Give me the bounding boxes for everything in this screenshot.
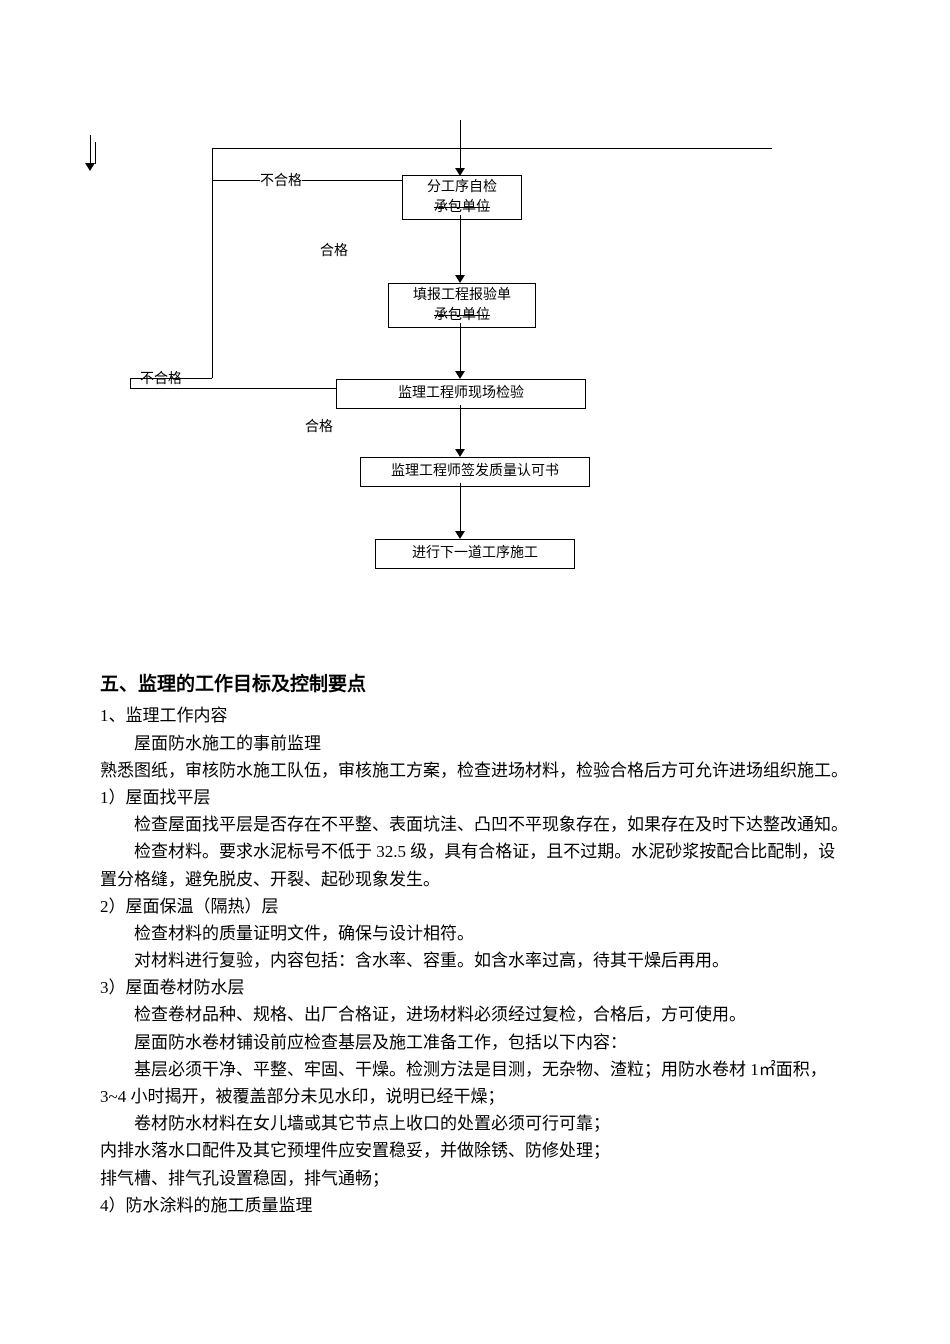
flow-box-report: 填报工程报验单 承包单位 bbox=[388, 283, 536, 328]
flow-box-text: 监理工程师签发质量认可书 bbox=[391, 464, 559, 479]
paragraph: 3）屋面卷材防水层 bbox=[100, 974, 850, 1001]
paragraph: 2）屋面保温（隔热）层 bbox=[100, 893, 850, 920]
paragraph: 1）屋面找平层 bbox=[100, 784, 850, 811]
paragraph: 屋面防水卷材铺设前应检查基层及施工准备工作，包括以下内容： bbox=[100, 1029, 850, 1056]
flow-box-approval: 监理工程师签发质量认可书 bbox=[360, 457, 590, 487]
flow-box-text: 分工序自检 bbox=[409, 178, 515, 198]
paragraph: 熟悉图纸，审核防水施工队伍，审核施工方案，检查进场材料，检验合格后方可允许进场组… bbox=[100, 757, 850, 784]
flow-label-pass: 合格 bbox=[305, 416, 333, 436]
flow-box-self-check: 分工序自检 承包单位 bbox=[402, 175, 522, 220]
flow-box-text: 进行下一道工序施工 bbox=[412, 546, 538, 561]
paragraph: 卷材防水材料在女儿墙或其它节点上收口的处置必须可行可靠； bbox=[100, 1110, 850, 1137]
paragraph: 4）防水涂料的施工质量监理 bbox=[100, 1192, 850, 1219]
section-heading: 五、监理的工作目标及控制要点 bbox=[100, 670, 850, 700]
paragraph: 检查屋面找平层是否存在不平整、表面坑洼、凸凹不平现象存在，如果存在及时下达整改通… bbox=[100, 811, 850, 838]
flow-box-subtext: 承包单位 bbox=[395, 306, 529, 326]
paragraph: 排气槽、排气孔设置稳固，排气通畅； bbox=[100, 1165, 850, 1192]
paragraph: 内排水落水口配件及其它预埋件应安置稳妥，并做除锈、防修处理； bbox=[100, 1137, 850, 1164]
flow-box-text: 填报工程报验单 bbox=[395, 286, 529, 306]
flow-box-text: 监理工程师现场检验 bbox=[398, 386, 524, 401]
flow-label-fail: 不合格 bbox=[260, 170, 302, 190]
paragraph: 1、监理工作内容 bbox=[100, 702, 850, 729]
paragraph: 屋面防水施工的事前监理 bbox=[100, 730, 850, 757]
flow-label-pass: 合格 bbox=[320, 240, 348, 260]
paragraph: 检查卷材品种、规格、出厂合格证，进场材料必须经过复检，合格后，方可使用。 bbox=[100, 1001, 850, 1028]
flow-box-next: 进行下一道工序施工 bbox=[375, 539, 575, 569]
paragraph: 基层必须干净、平整、牢固、干燥。检测方法是目测，无杂物、渣粒；用防水卷材 1㎡面… bbox=[100, 1056, 850, 1110]
flow-box-subtext: 承包单位 bbox=[409, 198, 515, 218]
cursor-mark bbox=[95, 142, 96, 164]
flowchart: 分工序自检 承包单位 不合格 合格 填报工程报验单 承包单位 不合格 监理工程师… bbox=[130, 130, 850, 610]
paragraph: 对材料进行复验，内容包括：含水率、容重。如含水率过高，待其干燥后再用。 bbox=[100, 947, 850, 974]
paragraph: 检查材料。要求水泥标号不低于 32.5 级，具有合格证，且不过期。水泥砂浆按配合… bbox=[100, 838, 850, 892]
flow-box-inspection: 监理工程师现场检验 bbox=[336, 379, 586, 409]
paragraph: 检查材料的质量证明文件，确保与设计相符。 bbox=[100, 920, 850, 947]
